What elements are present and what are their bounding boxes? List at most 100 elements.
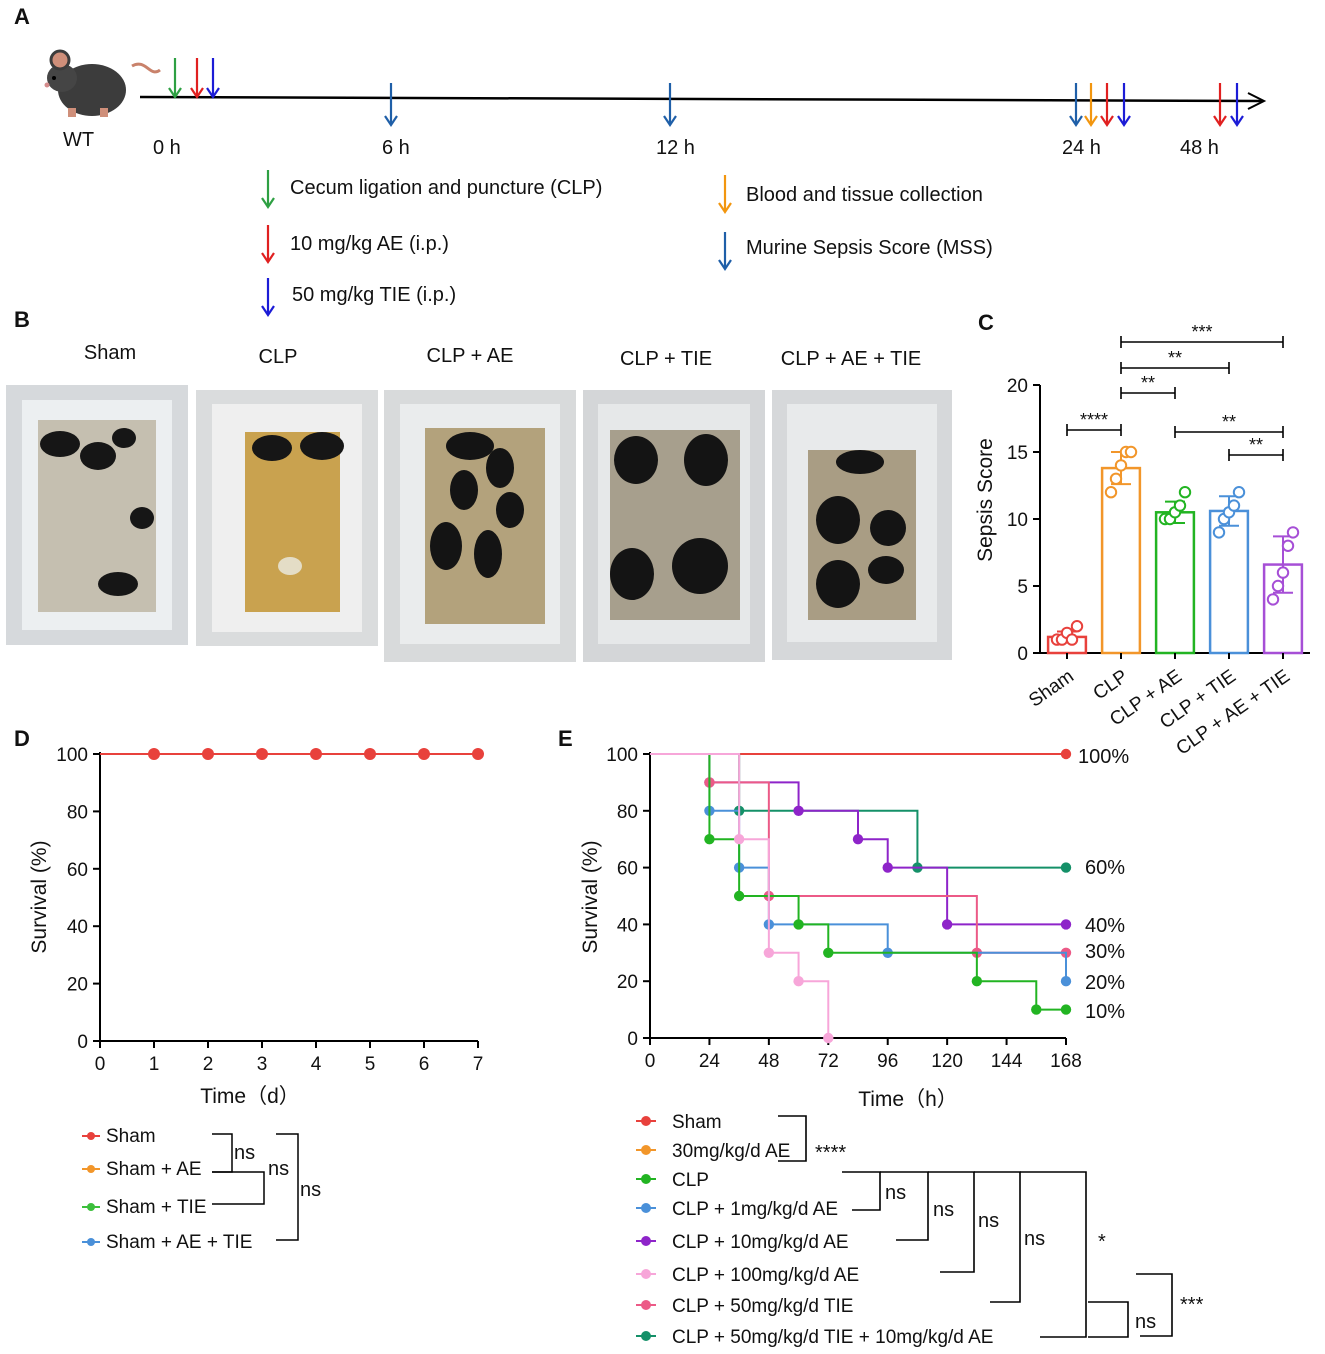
e-point-clp <box>704 834 715 845</box>
d-bracket-2 <box>212 1171 265 1205</box>
d-bracket-3 <box>276 1133 299 1241</box>
c-significance-bracket <box>1174 426 1284 438</box>
c-data-point <box>1109 472 1123 485</box>
d-legend-sham-ae-tie: Sham + AE + TIE <box>106 1232 252 1253</box>
arrow-tie-48h <box>1230 83 1244 127</box>
arrow-collection-24h <box>1084 83 1098 127</box>
e-legend-clp-100ae: CLP + 100mg/kg/d AE <box>672 1265 859 1286</box>
e-point-clp-100mg-kg-d-ae <box>823 1032 834 1044</box>
d-y-tick-label: 20 <box>67 975 88 996</box>
c-significance-bracket <box>1066 424 1122 436</box>
arrow-ae-0h <box>190 58 204 99</box>
d-x-tick-label: 0 <box>95 1054 106 1075</box>
e-stat-8: *** <box>1180 1294 1204 1316</box>
c-y-tick-label: 10 <box>1007 510 1028 531</box>
c-data-point <box>1266 593 1280 606</box>
d-stat-1: ns <box>234 1142 255 1164</box>
timepoint-12h: 12 h <box>656 137 695 159</box>
panel-d: D Survival (%) Time（d） 0 20 40 60 80 100 0 1 2 3 4… <box>14 726 484 1253</box>
timepoint-6h: 6 h <box>382 137 410 159</box>
e-legend-marker-sham <box>636 1116 656 1126</box>
d-x-tick-label: 1 <box>149 1054 160 1075</box>
e-bracket-clp-vs-10ae <box>880 1171 929 1241</box>
c-data-point <box>1124 445 1138 459</box>
d-x-tick-label: 7 <box>473 1054 484 1075</box>
c-data-point <box>1227 499 1241 512</box>
e-point-clp <box>793 919 804 930</box>
e-y-tick-label: 40 <box>617 915 638 936</box>
d-x-tick-label: 5 <box>365 1054 376 1075</box>
cage-photo-sham <box>6 385 188 645</box>
c-significance-bracket <box>1120 387 1176 399</box>
e-point-clp-10mg-kg-d-ae <box>852 834 864 845</box>
legend-arrow-clp <box>261 170 275 209</box>
c-data-point <box>1286 526 1300 539</box>
d-point-sham <box>418 748 430 760</box>
e-legend-marker-clp-50tie <box>636 1300 656 1310</box>
c-y-tick-label: 15 <box>1007 443 1028 464</box>
arrow-mss-12h <box>663 83 677 127</box>
d-point-sham <box>148 748 160 760</box>
e-point-clp-100mg-kg-d-ae <box>733 834 745 845</box>
c-significance-label: ** <box>1168 348 1182 368</box>
d-legend-sham-ae: Sham + AE <box>106 1159 202 1180</box>
e-stat-7: ns <box>1135 1311 1156 1333</box>
d-legend-marker-sham-ae-tie <box>82 1238 100 1246</box>
c-data-point <box>1065 633 1079 646</box>
c-data-point <box>1212 526 1226 539</box>
c-y-tick-label: 5 <box>1017 577 1028 598</box>
e-point-clp-10mg-kg-d-ae <box>882 862 893 873</box>
d-y-axis-title: Survival (%) <box>28 840 51 953</box>
e-end-label-20: 20% <box>1085 972 1125 994</box>
e-stat-5: ns <box>1024 1228 1045 1250</box>
d-x-tick-label: 6 <box>419 1054 430 1075</box>
d-legend-marker-sham-tie <box>82 1203 100 1211</box>
e-x-axis-title: Time（h） <box>858 1088 958 1111</box>
e-end-label-10: 10% <box>1085 1001 1125 1023</box>
e-x-tick-label: 24 <box>699 1051 721 1072</box>
d-x-axis-title: Time（d） <box>200 1085 300 1108</box>
photo-label-clp-ae-tie: CLP + AE + TIE <box>781 348 921 370</box>
e-stat-1: **** <box>815 1142 846 1164</box>
e-point-clp-100mg-kg-d-ae <box>763 947 775 958</box>
d-legend-sham: Sham <box>106 1126 156 1147</box>
d-point-sham <box>310 748 322 760</box>
e-legend-30ae: 30mg/kg/d AE <box>672 1141 790 1162</box>
d-point-sham <box>256 748 268 760</box>
e-legend-marker-clp-1ae <box>636 1203 656 1213</box>
timepoint-24h: 24 h <box>1062 137 1101 159</box>
c-x-tick-label: Sham <box>1025 666 1078 712</box>
mouse-label: WT <box>63 129 94 151</box>
d-stat-2: ns <box>268 1158 289 1180</box>
e-point-clp-50mg-kg-d-tie-10mg-kg-d-ae <box>1060 862 1072 873</box>
e-y-tick-label: 80 <box>617 802 638 823</box>
photo-label-clp-tie: CLP + TIE <box>620 348 712 370</box>
d-point-sham <box>472 748 484 760</box>
e-end-label-100: 100% <box>1078 746 1129 768</box>
c-significance-bracket <box>1120 362 1230 374</box>
c-data-point <box>1114 459 1128 472</box>
d-legend-marker-sham-ae <box>82 1165 100 1173</box>
c-significance-label: *** <box>1191 322 1212 342</box>
c-data-point <box>1178 486 1192 499</box>
e-legend-clp: CLP <box>672 1170 709 1191</box>
panel-b-letter: B <box>14 307 30 332</box>
e-x-tick-label: 48 <box>758 1051 779 1072</box>
d-x-tick-label: 2 <box>203 1054 214 1075</box>
e-x-tick-label: 168 <box>1050 1051 1082 1072</box>
panel-a-letter: A <box>14 4 30 29</box>
e-bracket-tie-vs-combo <box>1088 1301 1129 1338</box>
timepoint-0h: 0 h <box>153 137 181 159</box>
legend-arrow-tie <box>261 278 275 317</box>
e-legend: Sham 30mg/kg/d AE CLP CLP + 1mg/kg/d AE … <box>636 1112 1204 1348</box>
e-legend-sham: Sham <box>672 1112 722 1133</box>
e-bracket-clp-vs-1ae <box>842 1171 881 1211</box>
e-point-clp-1mg-kg-d-ae <box>1060 976 1072 987</box>
d-y-tick-label: 0 <box>77 1032 88 1053</box>
legend-mss-text: Murine Sepsis Score (MSS) <box>746 237 993 259</box>
e-x-tick-label: 96 <box>877 1051 898 1072</box>
panel-b: B Sham CLP CLP + AE CLP + TIE CLP + AE +… <box>6 307 952 662</box>
e-point-clp <box>1060 1004 1072 1015</box>
e-stat-2: ns <box>885 1182 906 1204</box>
